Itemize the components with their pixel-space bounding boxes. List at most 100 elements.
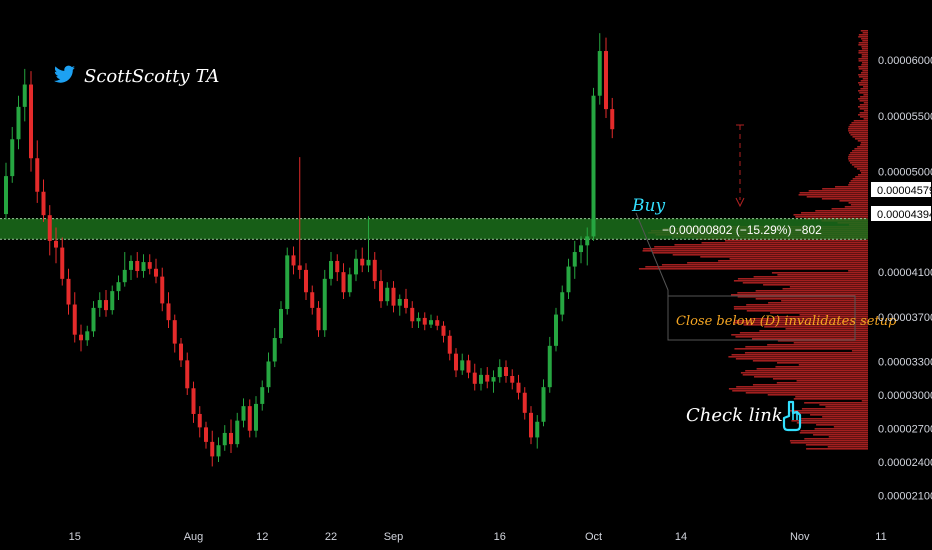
volume-profile-bar-24 — [862, 78, 868, 80]
candle-body-2 — [16, 106, 21, 140]
candle-body-72 — [454, 353, 458, 371]
volume-profile-bar-84 — [821, 198, 868, 200]
volume-profile-bar-53 — [852, 136, 868, 138]
volume-profile-bar-39 — [859, 108, 868, 110]
volume-profile-bar-6 — [858, 42, 868, 44]
demand-zone-fill — [0, 218, 868, 240]
volume-profile-bar-76 — [849, 182, 868, 184]
x-tick-label-2: 12 — [256, 531, 268, 543]
candles — [4, 33, 615, 467]
candle-body-23 — [147, 262, 152, 269]
volume-profile-bar-47 — [849, 124, 868, 126]
candle-body-25 — [160, 276, 165, 304]
candle-body-0 — [4, 176, 8, 215]
volume-profile-bar-174 — [772, 378, 868, 380]
candle-body-92 — [579, 245, 583, 253]
volume-profile-bar-2 — [858, 34, 868, 36]
volume-profile-bar-164 — [735, 358, 868, 360]
candle-body-81 — [510, 375, 515, 383]
volume-profile-bar-112 — [672, 254, 868, 256]
volume-profile-bar-170 — [745, 370, 868, 372]
upper-zone-price: 0.00004579 — [877, 185, 932, 197]
volume-profile-bar-13 — [861, 56, 868, 58]
volume-profile-bar-201 — [799, 432, 868, 434]
candle-body-82 — [516, 382, 521, 393]
volume-profile-bar-205 — [789, 440, 868, 442]
y-tick-label-0: 0.00006000 — [878, 55, 932, 67]
volume-profile-bar-175 — [796, 380, 868, 382]
volume-profile-bar-207 — [805, 444, 868, 446]
volume-profile-bar-179 — [728, 388, 868, 390]
volume-profile-bar-8 — [861, 46, 868, 48]
candle-body-17 — [110, 291, 115, 311]
volume-profile-bar-185 — [861, 400, 868, 402]
volume-profile-bar-43 — [860, 116, 868, 118]
volume-profile-bar-133 — [737, 296, 868, 298]
candle-body-46 — [291, 255, 296, 266]
volume-profile-bar-77 — [848, 184, 868, 186]
volume-profile-bar-119 — [638, 268, 868, 270]
x-tick-label-5: 16 — [494, 531, 506, 543]
candle-body-42 — [266, 361, 271, 388]
volume-profile-bar-163 — [728, 356, 868, 358]
projection-arrow-icon — [735, 197, 745, 208]
candle-body-24 — [154, 268, 158, 277]
volume-profile-bar-160 — [851, 350, 868, 352]
candle-body-94 — [591, 95, 596, 237]
volume-profile-bar-50 — [848, 130, 868, 132]
candle-body-97 — [610, 109, 615, 130]
volume-profile-bar-85 — [839, 200, 868, 202]
candle-body-51 — [322, 278, 327, 331]
volume-profile-bar-74 — [852, 178, 868, 180]
candle-body-58 — [366, 259, 371, 266]
y-tick-label-3: 0.00004100 — [878, 267, 932, 279]
volume-profile-bar-87 — [850, 204, 868, 206]
volume-profile-bar-132 — [730, 294, 868, 296]
volume-profile-bar-41 — [859, 112, 868, 114]
candle-body-12 — [79, 334, 83, 341]
volume-profile-bar-7 — [858, 44, 868, 46]
candle-body-28 — [179, 343, 183, 361]
candle-body-85 — [535, 421, 540, 438]
candle-body-75 — [472, 372, 477, 384]
volume-profile-bar-78 — [835, 186, 868, 188]
candle-body-52 — [329, 260, 333, 279]
candle-body-86 — [541, 387, 546, 422]
candle-body-62 — [391, 287, 396, 306]
y-tick-label-2: 0.00005000 — [878, 167, 932, 179]
volume-profile-bar-16 — [862, 62, 868, 64]
volume-profile-bar-181 — [745, 392, 868, 394]
buy-label: Buy — [631, 196, 665, 216]
volume-profile-bar-148 — [764, 326, 868, 328]
volume-profile-bar-191 — [793, 412, 868, 414]
volume-profile-bar-54 — [854, 138, 868, 140]
candle-body-19 — [122, 269, 127, 283]
volume-profile-bar-49 — [848, 128, 868, 130]
volume-profile-bar-122 — [777, 274, 868, 276]
volume-profile-bar-197 — [816, 424, 868, 426]
volume-profile-bar-113 — [700, 256, 868, 258]
y-axis: 0.00006000 0.00005500 0.00005000 0.00004100… — [878, 55, 932, 503]
volume-profile-bar-209 — [806, 448, 868, 450]
pointing-hand-icon[interactable] — [782, 400, 802, 432]
candle-body-20 — [129, 260, 133, 270]
volume-profile-bar-44 — [863, 118, 868, 120]
volume-profile-bar-88 — [844, 206, 868, 208]
volume-profile-bar-21 — [860, 72, 868, 74]
volume-profile-bar-137 — [746, 304, 868, 306]
x-tick-label-1: Aug — [184, 531, 204, 543]
volume-profile-bar-195 — [791, 420, 868, 422]
y-tick-label-7: 0.00002700 — [878, 423, 932, 435]
volume-profile-bar-144 — [749, 318, 868, 320]
candle-body-59 — [372, 259, 377, 282]
volume-profile-bar-121 — [771, 272, 868, 274]
x-axis: 15 Aug 12 22 Sep 16 Oct 14 Nov 11 — [69, 531, 887, 543]
check-link-label[interactable]: Check link — [686, 405, 783, 426]
candle-body-9 — [60, 247, 65, 279]
candle-body-45 — [285, 255, 290, 309]
volume-profile-bar-157 — [767, 344, 868, 346]
volume-profile-bar-129 — [782, 288, 868, 290]
volume-profile-bar-126 — [742, 282, 868, 284]
volume-profile-bar-187 — [819, 404, 868, 406]
